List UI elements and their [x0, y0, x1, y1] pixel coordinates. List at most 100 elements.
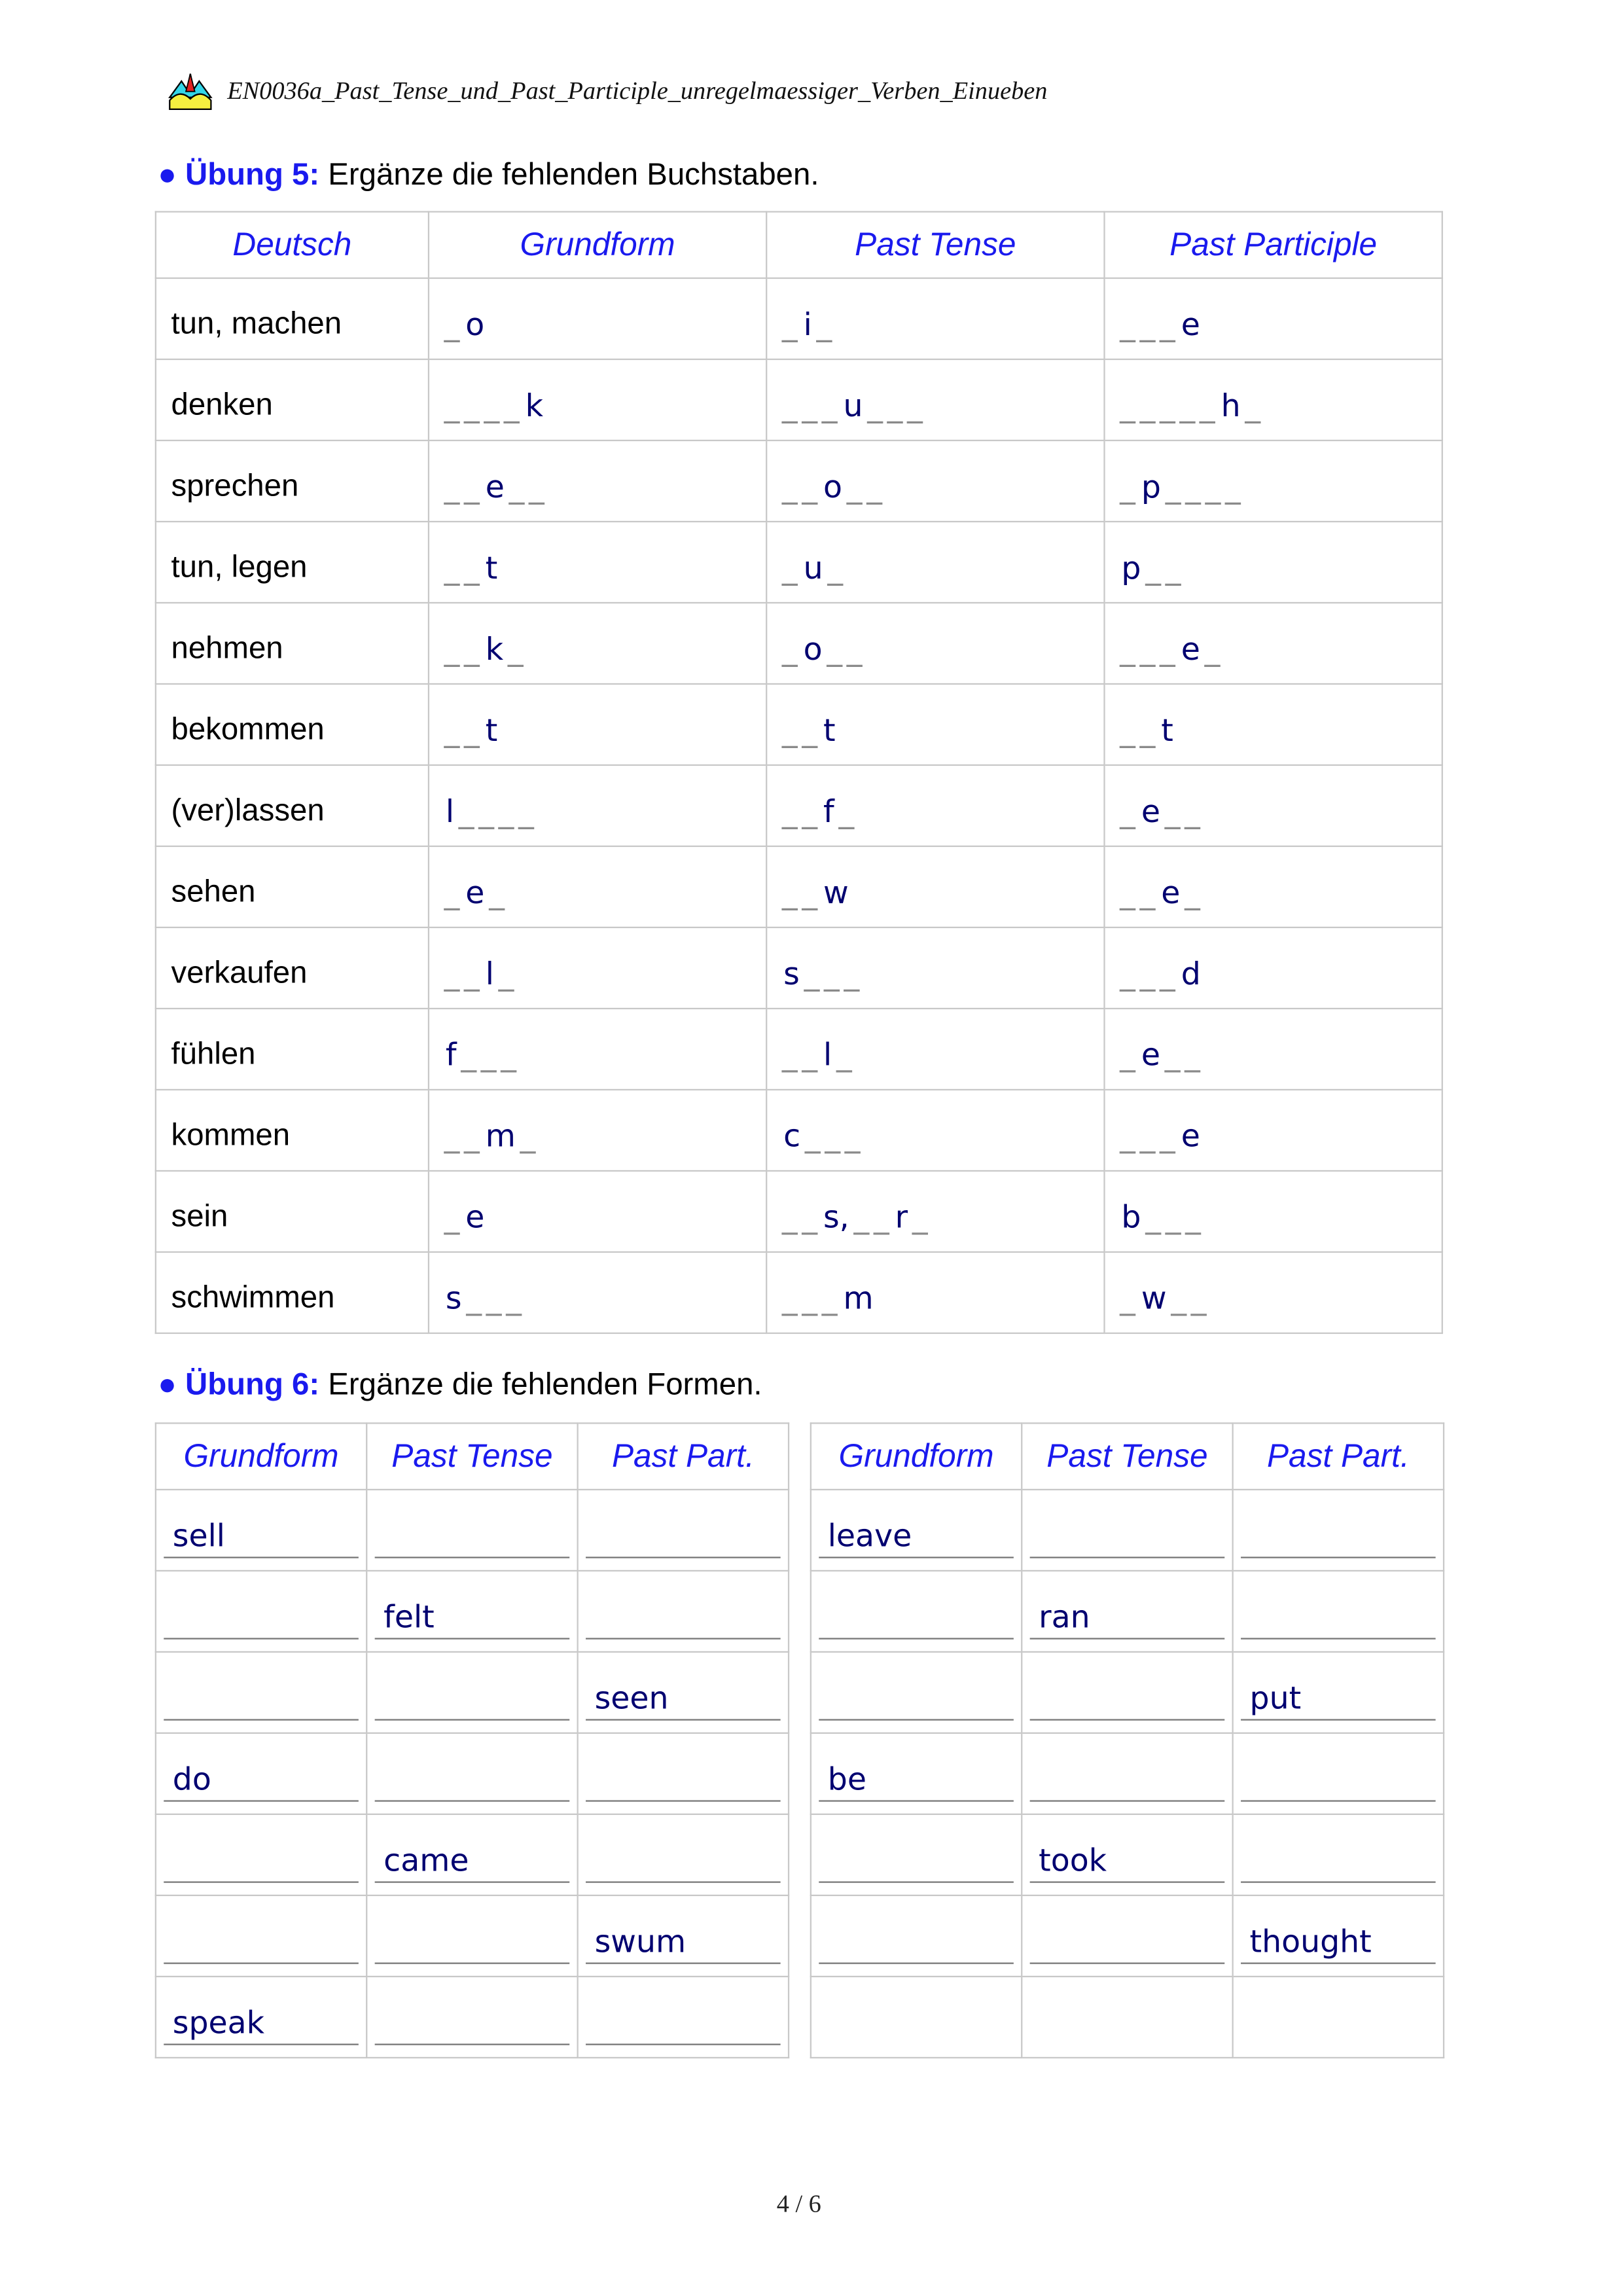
blank-pattern-cell[interactable]: ___ d — [1103, 926, 1443, 1010]
page-number: 4 / 6 — [776, 2189, 821, 2218]
exercise6-heading: ● Übung 6: Ergänze die fehlenden Formen. — [158, 1367, 762, 1405]
answer-blank-line[interactable] — [374, 1677, 570, 1721]
exercise5-number: ● Übung 5: — [158, 158, 320, 192]
blank-pattern-cell[interactable]: ____ k — [427, 358, 768, 442]
blank-pattern-cell[interactable]: _ e — [427, 1170, 768, 1253]
answer-blank-line[interactable] — [374, 2002, 570, 2045]
blank-pattern-cell[interactable]: _ i _ — [766, 277, 1105, 361]
answer-blank-line[interactable] — [374, 1515, 570, 1558]
given-letters: u — [843, 387, 863, 424]
letter-blanks: __ — [1171, 1280, 1211, 1317]
blank-pattern-cell[interactable]: ___ e — [1103, 277, 1443, 361]
blank-pattern-cell[interactable]: ___ u ___ — [766, 358, 1105, 442]
blank-pattern-cell[interactable]: _ u _ — [766, 520, 1105, 604]
blank-pattern-cell[interactable]: __ l _ — [427, 926, 768, 1010]
answer-blank-line[interactable] — [819, 1677, 1014, 1721]
answer-blank-line[interactable] — [586, 1596, 781, 1640]
letter-blanks: _ — [1120, 469, 1140, 505]
table-row: sehen _ e _ __ w __ e _ — [154, 845, 1443, 929]
table-row: denken ____ k ___ u ___ _____ h _ — [154, 358, 1443, 442]
table-row: schwimmen s ___ ___ m _ w __ — [154, 1251, 1443, 1335]
letter-blanks: __ — [444, 631, 484, 668]
answer-blank-line[interactable] — [164, 1596, 359, 1640]
blank-pattern-cell[interactable]: __ t — [427, 683, 768, 766]
letter-blanks: __ — [444, 550, 484, 586]
answer-blank-line[interactable] — [164, 1840, 359, 1883]
table-row: be — [810, 1732, 1445, 1816]
exercise6-number: ● Übung 6: — [158, 1367, 320, 1402]
blank-pattern-cell[interactable]: __ w — [766, 845, 1105, 929]
exercise5-heading: ● Übung 5: Ergänze die fehlenden Buchsta… — [158, 156, 819, 195]
answer-blank-line[interactable] — [586, 1840, 781, 1883]
german-verb-cell: fühlen — [154, 1007, 430, 1091]
letter-blanks: _ — [1185, 874, 1205, 911]
exercise6-table-right: Grundform Past Tense Past Part. leave ran put… — [810, 1422, 1445, 2059]
column-header: Grundform — [810, 1422, 1023, 1491]
answer-blank-line[interactable] — [374, 1759, 570, 1802]
blank-pattern-cell[interactable]: __ l _ — [766, 1007, 1105, 1091]
letter-blanks: _ — [1245, 387, 1265, 424]
answer-blank-line[interactable] — [586, 1759, 781, 1802]
blank-pattern-cell[interactable]: _ o __ — [766, 601, 1105, 685]
german-verb-cell: schwimmen — [154, 1251, 430, 1335]
blank-pattern-cell[interactable]: c ___ — [766, 1088, 1105, 1172]
blank-pattern-cell[interactable]: s ___ — [766, 926, 1105, 1010]
blank-pattern-cell[interactable]: s ___ — [427, 1251, 768, 1335]
answer-blank-line[interactable] — [374, 1921, 570, 1964]
given-letters: s — [445, 1280, 462, 1317]
blank-pattern-cell[interactable]: f ___ — [427, 1007, 768, 1091]
blank-pattern-cell[interactable]: __ t — [1103, 683, 1443, 766]
answer-blank-line[interactable] — [1241, 1840, 1436, 1883]
answer-blank-line[interactable] — [1029, 1677, 1225, 1721]
blank-pattern-cell[interactable]: b ___ — [1103, 1170, 1443, 1253]
table-row: fühlen f ___ __ l _ _ e __ — [154, 1007, 1443, 1091]
blank-pattern-cell[interactable]: __ e _ — [1103, 845, 1443, 929]
blank-pattern-cell[interactable]: _ o — [427, 277, 768, 361]
blank-pattern-cell[interactable]: ___ e — [1103, 1088, 1443, 1172]
blank-pattern-cell[interactable]: _ w __ — [1103, 1251, 1443, 1335]
answer-blank-line[interactable] — [819, 1596, 1014, 1640]
blank-pattern-cell[interactable]: __ f _ — [766, 764, 1105, 848]
answer-blank-line[interactable] — [1029, 1921, 1225, 1964]
blank-pattern-cell[interactable]: ___ e _ — [1103, 601, 1443, 685]
blank-pattern-cell[interactable]: _ e __ — [1103, 1007, 1443, 1091]
letter-blanks: __ — [1120, 874, 1160, 911]
document-header: EN0036a_Past_Tense_und_Past_Participle_u… — [168, 71, 1047, 112]
german-verb-cell: bekommen — [154, 683, 430, 766]
answer-blank-line[interactable] — [1029, 1515, 1225, 1558]
answer-cell — [1021, 1732, 1234, 1816]
blank-pattern-cell[interactable]: ___ m — [766, 1251, 1105, 1335]
answer-blank-line[interactable] — [586, 2002, 781, 2045]
table-row: thought — [810, 1894, 1445, 1978]
blank-pattern-cell[interactable]: __ t — [766, 683, 1105, 766]
blank-pattern-cell[interactable]: _ p ____ — [1103, 439, 1443, 523]
blank-pattern-cell[interactable]: __ k _ — [427, 601, 768, 685]
answer-blank-line[interactable] — [819, 1840, 1014, 1883]
answer-cell — [810, 1651, 1023, 1734]
answer-blank-line[interactable] — [586, 1515, 781, 1558]
answer-blank-line[interactable] — [819, 1921, 1014, 1964]
given-form: took — [1029, 1840, 1225, 1883]
blank-pattern-cell[interactable]: __ m _ — [427, 1088, 768, 1172]
answer-blank-line[interactable] — [164, 1677, 359, 1721]
answer-blank-line[interactable] — [164, 1921, 359, 1964]
blank-pattern-cell[interactable]: p __ — [1103, 520, 1443, 604]
table-row: kommen __ m _ c ___ ___ e — [154, 1088, 1443, 1172]
answer-blank-line[interactable] — [1241, 1515, 1436, 1558]
blank-pattern-cell[interactable]: __ e __ — [427, 439, 768, 523]
answer-blank-line[interactable] — [1241, 1759, 1436, 1802]
blank-pattern-cell[interactable]: l ____ — [427, 764, 768, 848]
letter-blanks: _ — [444, 874, 465, 911]
blank-pattern-cell[interactable]: __ o __ — [766, 439, 1105, 523]
blank-pattern-cell[interactable]: __ s, __ r _ — [766, 1170, 1105, 1253]
answer-blank-line[interactable] — [1241, 1596, 1436, 1640]
blank-pattern-cell[interactable]: __ t — [427, 520, 768, 604]
german-verb-cell: sehen — [154, 845, 430, 929]
answer-blank-line[interactable] — [1029, 1759, 1225, 1802]
given-letters: d — [1181, 956, 1201, 992]
blank-pattern-cell[interactable]: _ e __ — [1103, 764, 1443, 848]
blank-pattern-cell[interactable]: _ e _ — [427, 845, 768, 929]
given-letters: e — [1181, 1118, 1200, 1155]
blank-pattern-cell[interactable]: _____ h _ — [1103, 358, 1443, 442]
given-form: sell — [164, 1515, 359, 1558]
